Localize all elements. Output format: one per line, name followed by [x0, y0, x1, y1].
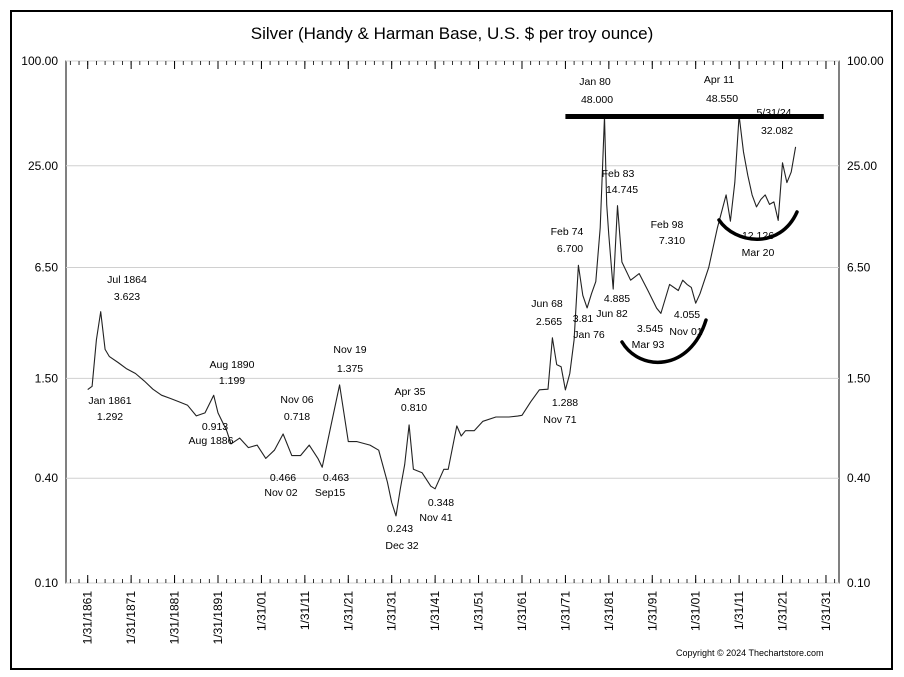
- x-tick-label: 1/31/1881: [168, 591, 182, 645]
- annotation-value: 6.700: [557, 243, 583, 255]
- x-tick-label: 1/31/31: [385, 591, 399, 631]
- annotation-date: Nov 19: [333, 344, 366, 356]
- annotation-date: Nov 41: [419, 512, 452, 524]
- y-tick-label-left: 100.00: [21, 54, 58, 68]
- rounded-bottom-arc-1990s: [620, 318, 708, 365]
- annotation-value: 0.348: [428, 497, 454, 509]
- annotation-date: Nov 06: [280, 394, 313, 406]
- annotation-value: 1.199: [219, 375, 245, 387]
- x-tick-label: 1/31/1861: [81, 591, 95, 645]
- copyright-text: Copyright © 2024 Thechartstore.com: [676, 648, 824, 658]
- price-line: [87, 115, 797, 517]
- y-tick-label-right: 0.10: [847, 576, 871, 590]
- x-tick-label: 1/31/21: [341, 591, 355, 631]
- annotation-value: 14.745: [606, 184, 638, 196]
- annotation-value: 0.810: [401, 402, 427, 414]
- y-tick-label-left: 1.50: [35, 371, 59, 385]
- annotation-date: 5/31/24: [756, 107, 791, 119]
- y-tick-label-left: 25.00: [28, 159, 58, 173]
- x-tick-label: 1/31/41: [428, 591, 442, 631]
- rounded-bottom-arc-2010s: [717, 210, 799, 241]
- y-tick-label-right: 0.40: [847, 471, 871, 485]
- y-tick-label-left: 0.40: [35, 471, 59, 485]
- x-tick-label: 1/31/11: [298, 591, 312, 630]
- annotation-date: Mar 93: [632, 339, 665, 351]
- annotation-date: Jan 1861: [88, 395, 131, 407]
- x-tick-label: 1/31/11: [732, 591, 746, 630]
- annotation-value: 4.885: [604, 293, 630, 305]
- annotation-value: 7.310: [659, 235, 685, 247]
- annotation-date: Aug 1890: [210, 359, 255, 371]
- y-tick-label-left: 0.10: [35, 576, 59, 590]
- annotation-value: 0.463: [323, 472, 349, 484]
- annotation-date: Apr 35: [395, 386, 426, 398]
- annotation-value: 4.055: [674, 309, 700, 321]
- annotation-date: Jul 1864: [107, 274, 147, 286]
- x-tick-label: 1/31/71: [558, 591, 572, 631]
- annotation-value: 0.913: [202, 421, 228, 433]
- x-tick-label: 1/31/61: [515, 591, 529, 631]
- annotation-value: 0.466: [270, 472, 296, 484]
- annotation-date: Feb 98: [651, 219, 684, 231]
- chart-frame: [10, 10, 893, 670]
- y-tick-label-right: 1.50: [847, 371, 871, 385]
- annotation-date: Nov 01: [669, 326, 702, 338]
- annotation-date: Jan 80: [579, 76, 611, 88]
- annotation-value: 1.288: [552, 397, 578, 409]
- x-tick-label: 1/31/01: [689, 591, 703, 631]
- annotation-date: Jan 76: [573, 329, 605, 341]
- annotation-date: Jun 82: [596, 308, 628, 320]
- annotation-date: Aug 1886: [189, 435, 234, 447]
- annotation-value: 3.81: [573, 313, 594, 325]
- annotation-date: Sep15: [315, 487, 346, 499]
- annotation-date: Feb 83: [602, 168, 635, 180]
- annotation-value: 0.718: [284, 411, 310, 423]
- chart-title: Silver (Handy & Harman Base, U.S. $ per …: [250, 24, 654, 43]
- x-tick-label: 1/31/01: [254, 591, 268, 631]
- x-tick-label: 1/31/91: [645, 591, 659, 631]
- plot-area: [65, 60, 840, 584]
- annotation-date: Feb 74: [551, 226, 584, 238]
- annotation-value: 1.292: [97, 411, 123, 423]
- y-tick-label-right: 100.00: [847, 54, 884, 68]
- x-tick-label: 1/31/21: [776, 591, 790, 631]
- annotation-value: 32.082: [761, 125, 793, 137]
- x-tick-label: 1/31/1871: [124, 591, 138, 645]
- x-tick-label: 1/31/1891: [211, 591, 225, 645]
- annotation-value: 2.565: [536, 316, 562, 328]
- annotation-value: 3.623: [114, 291, 140, 303]
- annotation-date: Mar 20: [742, 247, 775, 259]
- x-tick-label: 1/31/31: [819, 591, 833, 631]
- annotation-value: 1.375: [337, 363, 363, 375]
- y-tick-label-right: 25.00: [847, 159, 877, 173]
- annotation-value: 48.550: [706, 93, 738, 105]
- annotation-value: 0.243: [387, 523, 413, 535]
- annotation-value: 48.000: [581, 94, 613, 106]
- annotation-date: Jun 68: [531, 298, 563, 310]
- y-tick-label-left: 6.50: [35, 261, 59, 275]
- x-tick-label: 1/31/51: [472, 591, 486, 631]
- annotation-value: 3.545: [637, 323, 663, 335]
- annotation-value: 12.126: [742, 230, 774, 242]
- annotation-date: Dec 32: [385, 540, 418, 552]
- annotation-date: Apr 11: [704, 74, 734, 86]
- annotation-date: Nov 02: [264, 487, 297, 499]
- x-tick-label: 1/31/81: [602, 591, 616, 631]
- y-tick-label-right: 6.50: [847, 261, 871, 275]
- annotation-date: Nov 71: [543, 414, 576, 426]
